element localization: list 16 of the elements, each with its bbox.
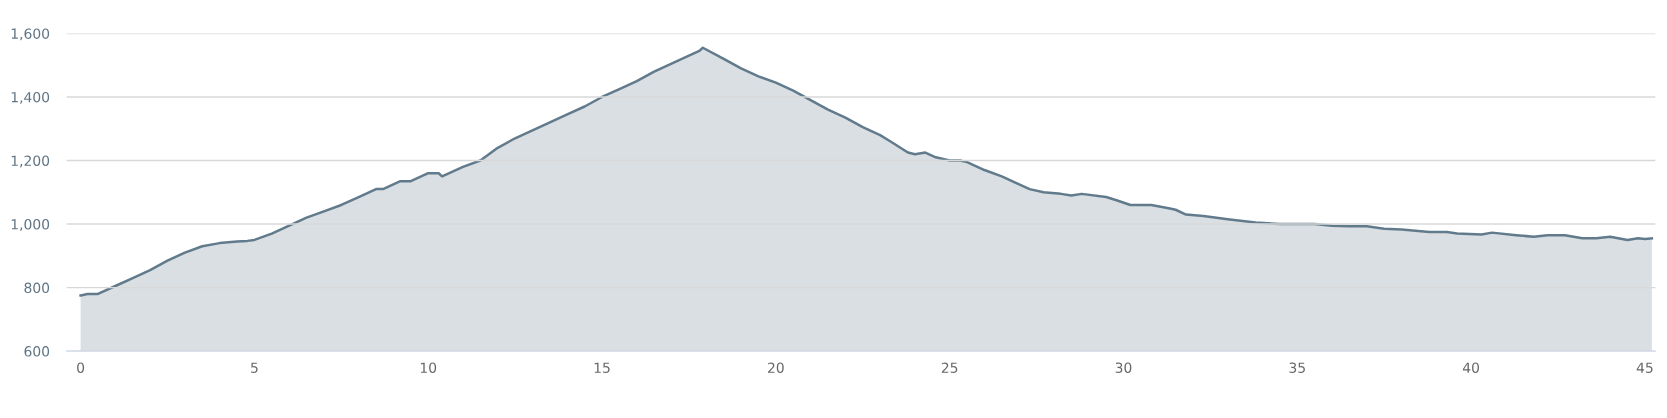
y-tick-label: 800	[24, 282, 50, 294]
x-tick-label: 5	[251, 362, 258, 373]
y-tick-label: 600	[24, 346, 50, 357]
x-tick-label: 45	[1636, 362, 1653, 373]
x-tick-label: 35	[1289, 362, 1305, 373]
x-tick-label: 10	[420, 362, 437, 373]
y-tick-label: 1,600	[11, 28, 50, 41]
y-tick-label: 1,200	[11, 155, 50, 168]
y-tick-label: 1,000	[11, 219, 50, 231]
x-tick-label: 20	[768, 362, 784, 373]
x-tick-label: 30	[1115, 362, 1132, 373]
y-tick-label: 1,400	[11, 91, 50, 104]
x-tick-label: 0	[77, 362, 85, 373]
x-tick-label: 40	[1462, 362, 1479, 373]
x-tick-label: 15	[594, 362, 610, 373]
x-tick-label: 25	[941, 362, 958, 373]
